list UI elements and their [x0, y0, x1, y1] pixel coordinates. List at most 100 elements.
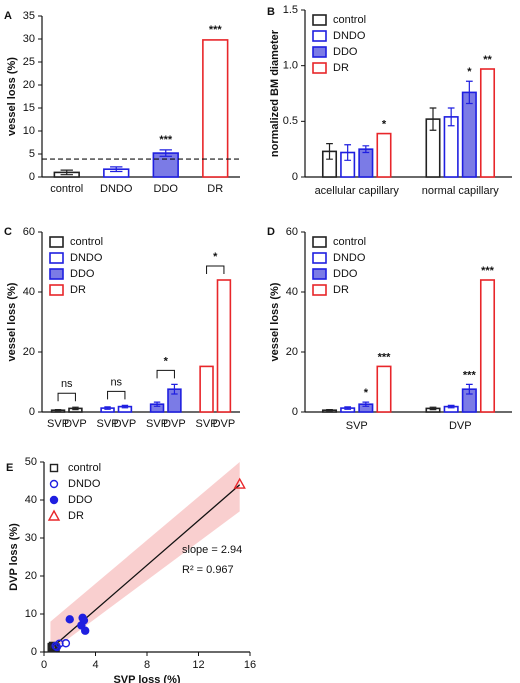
error-bar: [60, 169, 73, 176]
legend-swatch: [312, 284, 327, 296]
y-tick-label: 30: [23, 33, 35, 45]
x-tick-label: acellular capillary: [315, 185, 400, 197]
error-bar: [121, 404, 129, 409]
x-tick-label: DVP: [114, 418, 137, 430]
y-tick-label: 30: [25, 532, 37, 544]
x-tick-label: DVP: [213, 418, 236, 430]
legend-swatch: [312, 268, 327, 280]
bar: [461, 91, 477, 178]
y-tick-label: 10: [23, 125, 35, 137]
legend-label: DDO: [70, 268, 95, 280]
x-tick-label: 4: [92, 659, 98, 671]
significance: *: [467, 66, 472, 78]
bar: [202, 39, 229, 178]
legend-label: DNDO: [333, 252, 366, 264]
legend-marker: [49, 495, 59, 505]
legend-label: control: [70, 236, 103, 248]
legend-label: DNDO: [70, 252, 103, 264]
legend-label: DDO: [333, 268, 358, 280]
x-tick-label: 16: [244, 659, 256, 671]
legend-label: DNDO: [333, 30, 366, 42]
legend-marker: [49, 463, 59, 473]
x-tick-label: SVP: [346, 420, 368, 432]
y-tick-label: 0: [292, 171, 298, 183]
panel-label: C: [4, 226, 12, 238]
error-bar: [429, 406, 437, 411]
y-tick-label: 35: [23, 10, 35, 22]
bracket: [156, 369, 175, 379]
legend-swatch: [312, 236, 327, 248]
error-bar: [326, 143, 333, 160]
error-bar: [447, 404, 455, 409]
point: [51, 641, 60, 651]
bracket: [107, 390, 126, 400]
legend-swatch: [312, 46, 327, 58]
y-tick-label: 20: [286, 346, 298, 358]
error-bar: [326, 409, 333, 412]
significance: ***: [159, 134, 173, 146]
significance: ns: [61, 378, 73, 390]
legend-label: DR: [333, 284, 349, 296]
y-tick-label: 1.0: [283, 60, 298, 72]
bar: [376, 132, 392, 178]
y-tick-label: 40: [23, 286, 35, 298]
error-bar: [465, 383, 473, 395]
error-bar: [429, 107, 437, 131]
significance: ***: [209, 24, 223, 36]
x-tick-label: 8: [144, 659, 150, 671]
panel-label: E: [6, 462, 13, 474]
panel-label: D: [267, 226, 275, 238]
legend-swatch: [49, 268, 64, 280]
y-axis-title: vessel loss (%): [6, 57, 18, 136]
x-tick-label: DVP: [64, 418, 87, 430]
error-bar: [159, 149, 172, 157]
point: [80, 626, 90, 635]
legend-marker: [49, 479, 59, 489]
legend-label: DR: [333, 62, 349, 74]
y-tick-label: 25: [23, 56, 35, 68]
error-bar: [447, 107, 455, 127]
x-tick-label: SVP: [97, 418, 119, 430]
error-bar: [344, 144, 352, 161]
panel-label: B: [267, 6, 275, 18]
y-tick-label: 5: [29, 148, 35, 160]
significance: *: [213, 251, 218, 263]
x-axis-title: SVP loss (%): [113, 674, 180, 683]
bar: [199, 365, 214, 413]
x-tick-label: SVP: [146, 418, 168, 430]
significance: *: [364, 387, 369, 399]
x-tick-label: DVP: [163, 418, 186, 430]
y-tick-label: 20: [25, 570, 37, 582]
x-tick-label: SVP: [196, 418, 218, 430]
x-tick-label: DNDO: [100, 183, 133, 195]
significance: **: [483, 54, 492, 66]
legend-marker: [47, 509, 61, 521]
bar: [479, 279, 496, 413]
y-tick-label: 40: [25, 494, 37, 506]
significance: ***: [378, 351, 392, 363]
y-tick-label: 60: [23, 226, 35, 238]
y-axis-title: DVP loss (%): [8, 523, 20, 591]
legend-label: DR: [68, 510, 84, 522]
legend-swatch: [312, 30, 327, 42]
y-tick-label: 15: [23, 102, 35, 114]
point: [233, 477, 246, 489]
significance: *: [382, 118, 387, 130]
x-tick-label: 12: [192, 659, 204, 671]
legend-label: DR: [70, 284, 86, 296]
bracket: [57, 392, 76, 402]
panel-label: A: [4, 10, 12, 22]
error-bar: [54, 409, 62, 412]
y-tick-label: 20: [23, 79, 35, 91]
y-axis-title: vessel loss (%): [6, 282, 18, 361]
y-tick-label: 50: [25, 456, 37, 468]
y-tick-label: 60: [286, 226, 298, 238]
y-axis-title: vessel loss (%): [269, 282, 281, 361]
legend-label: DDO: [333, 46, 358, 58]
error-bar: [344, 406, 352, 410]
x-tick-label: DDO: [154, 183, 179, 195]
y-axis-title: normalized BM diameter: [269, 29, 281, 157]
bar: [358, 148, 374, 178]
point: [61, 639, 71, 648]
